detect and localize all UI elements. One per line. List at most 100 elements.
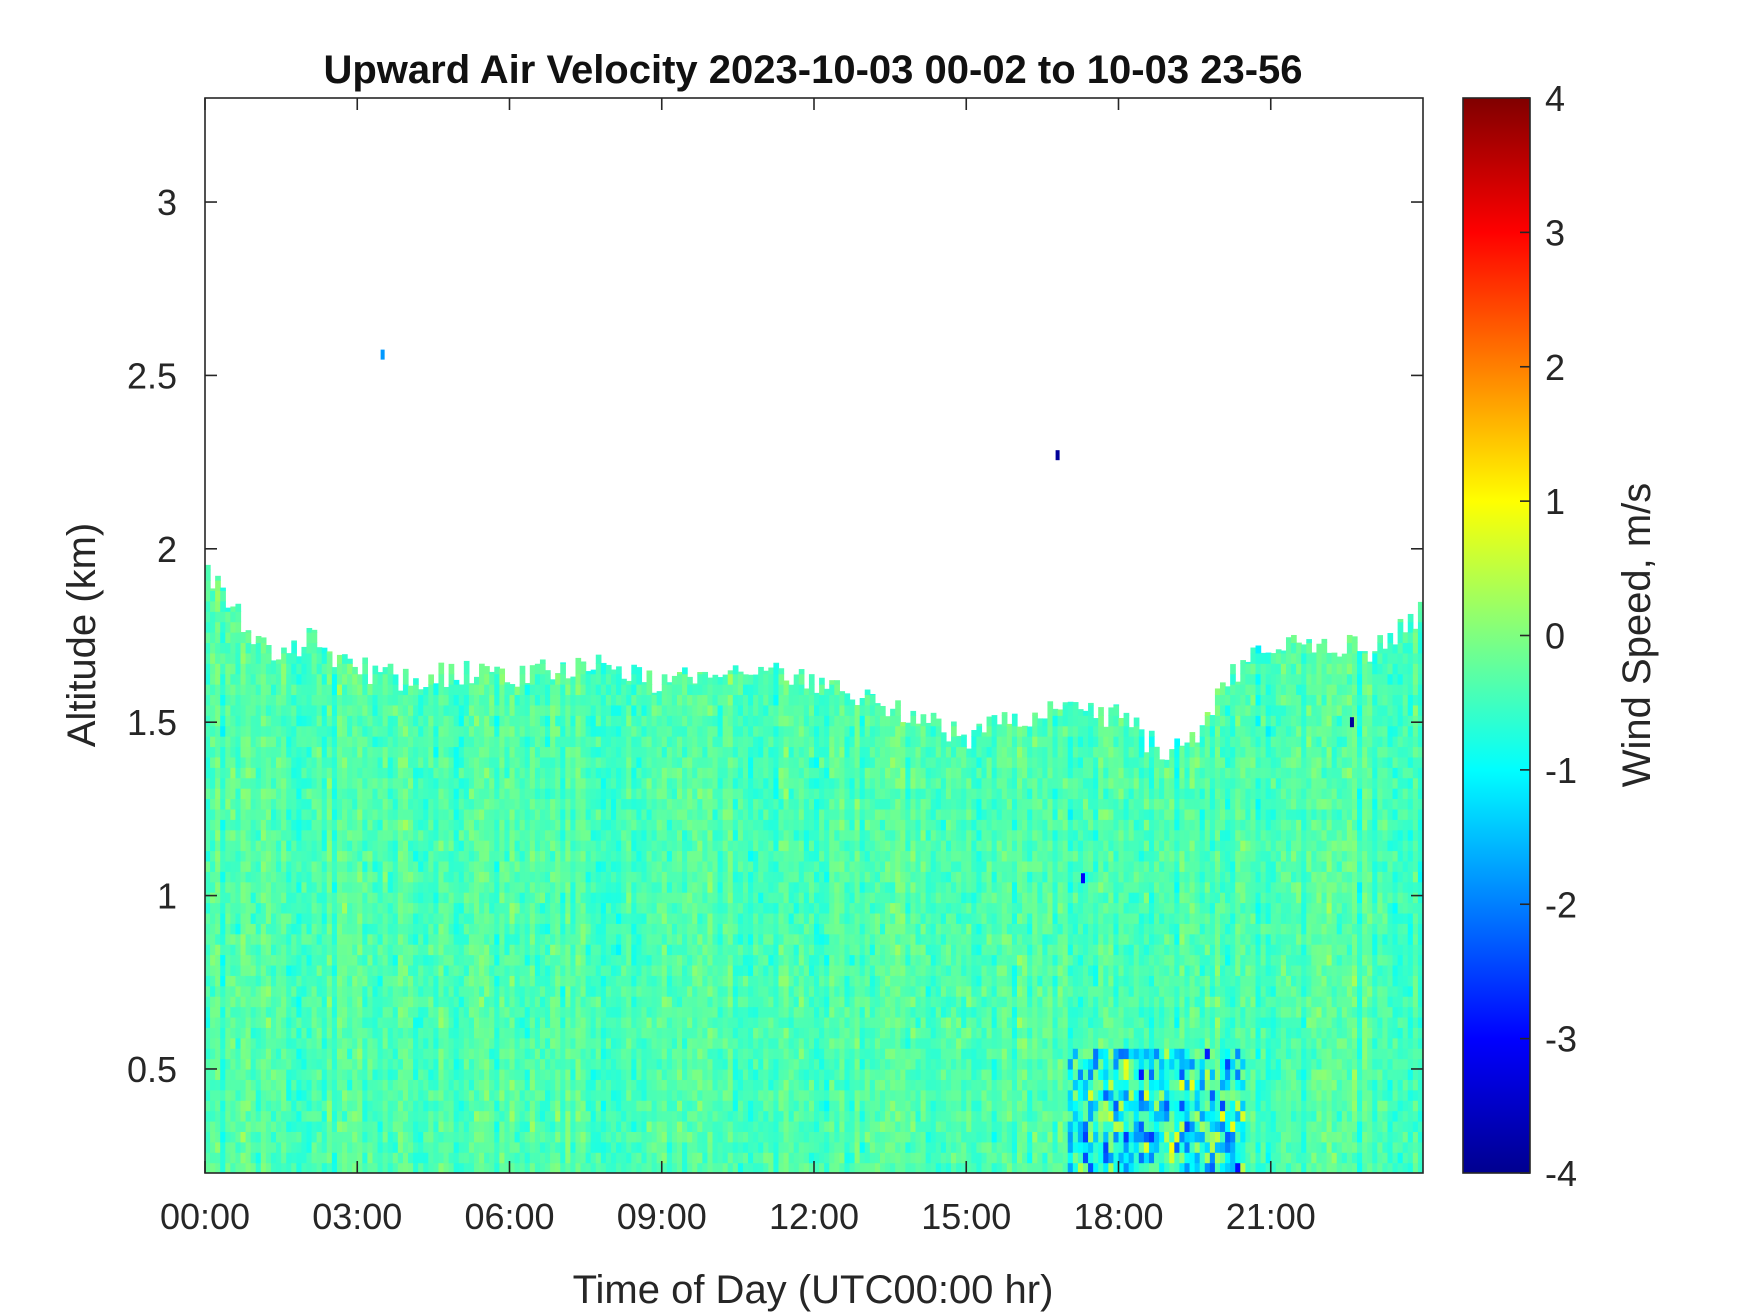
heatmap-cell: [276, 736, 282, 748]
heatmap-cell: [509, 798, 516, 810]
heatmap-cell: [494, 1048, 500, 1060]
heatmap-cell: [367, 1100, 374, 1112]
heatmap-cell: [600, 1110, 607, 1122]
heatmap-cell: [448, 684, 455, 696]
heatmap-cell: [712, 892, 719, 904]
heatmap-cell: [331, 1162, 338, 1173]
heatmap-cell: [402, 1068, 409, 1080]
heatmap-cell: [682, 788, 688, 800]
heatmap-cell: [489, 1048, 495, 1060]
heatmap-cell: [220, 632, 226, 644]
heatmap-cell: [697, 1079, 703, 1091]
heatmap-cell: [463, 808, 470, 820]
heatmap-cell: [616, 1131, 622, 1143]
heatmap-cell: [331, 892, 338, 904]
heatmap-cell: [448, 850, 455, 862]
heatmap-cell: [555, 819, 561, 831]
heatmap-cell: [428, 1152, 434, 1164]
heatmap-cell: [585, 996, 592, 1008]
heatmap-cell: [270, 1058, 277, 1070]
heatmap-cell: [255, 964, 262, 976]
heatmap-cell: [600, 704, 607, 716]
heatmap-cell: [697, 1058, 703, 1070]
heatmap-cell: [702, 684, 709, 696]
heatmap-cell: [590, 673, 597, 685]
heatmap-cell: [296, 1152, 303, 1164]
heatmap-cell: [646, 892, 653, 904]
heatmap-cell: [585, 871, 592, 883]
heatmap-cell: [245, 902, 252, 914]
heatmap-cell: [519, 1131, 526, 1143]
heatmap-cell: [245, 1110, 252, 1122]
heatmap-cell: [529, 1152, 536, 1164]
heatmap-cell: [382, 912, 389, 924]
heatmap-cell: [230, 975, 237, 987]
heatmap-cell: [215, 673, 221, 685]
heatmap-cell: [458, 1131, 465, 1143]
heatmap-cell: [230, 860, 237, 872]
heatmap-cell: [671, 944, 678, 956]
heatmap-cell: [524, 725, 531, 737]
heatmap-cell: [560, 1079, 566, 1091]
heatmap-cell: [291, 840, 297, 852]
heatmap-cell: [225, 840, 231, 852]
heatmap-cell: [570, 912, 577, 924]
heatmap-cell: [499, 736, 506, 748]
heatmap-cell: [468, 1110, 475, 1122]
heatmap-cell: [621, 736, 627, 748]
heatmap-cell: [453, 1016, 460, 1028]
heatmap-cell: [560, 808, 566, 820]
heatmap-cell: [570, 1141, 577, 1153]
heatmap-cell: [489, 819, 495, 831]
heatmap-cell: [418, 1079, 424, 1091]
heatmap-cell: [458, 777, 465, 789]
heatmap-cell: [291, 736, 297, 748]
heatmap-cell: [377, 704, 384, 716]
heatmap-cell: [626, 715, 632, 727]
heatmap-cell: [682, 860, 688, 872]
heatmap-cell: [605, 881, 612, 893]
heatmap-cell: [565, 715, 571, 727]
heatmap-cell: [631, 871, 637, 883]
heatmap-cell: [331, 1141, 338, 1153]
heatmap-cell: [215, 871, 221, 883]
heatmap-cell: [702, 1079, 709, 1091]
heatmap-cell: [377, 933, 384, 945]
heatmap-cell: [692, 777, 698, 789]
heatmap-cell: [210, 892, 216, 904]
heatmap-cell: [387, 715, 394, 727]
heatmap-cell: [707, 819, 714, 831]
heatmap-cell: [611, 964, 617, 976]
heatmap-cell: [235, 871, 242, 883]
heatmap-cell: [529, 964, 536, 976]
heatmap-cell: [265, 756, 272, 768]
heatmap-cell: [661, 923, 668, 935]
heatmap-cell: [220, 704, 226, 716]
heatmap-cell: [402, 1100, 409, 1112]
heatmap-cell: [296, 975, 303, 987]
heatmap-cell: [326, 1048, 333, 1060]
heatmap-cell: [463, 1131, 470, 1143]
heatmap-cell: [240, 1037, 247, 1049]
heatmap-cell: [326, 704, 333, 716]
heatmap-cell: [473, 777, 480, 789]
heatmap-cell: [448, 881, 455, 893]
heatmap-cell: [276, 1068, 282, 1080]
heatmap-cell: [666, 777, 673, 789]
heatmap-cell: [250, 850, 257, 862]
heatmap-cell: [560, 840, 566, 852]
heatmap-cell: [560, 746, 566, 758]
heatmap-cell: [600, 715, 607, 727]
heatmap-cell: [286, 715, 292, 727]
heatmap-cell: [641, 1006, 648, 1018]
heatmap-cell: [595, 1141, 602, 1153]
heatmap-cell: [413, 944, 419, 956]
heatmap-cell: [357, 912, 363, 924]
heatmap-cell: [301, 881, 308, 893]
heatmap-cell: [210, 777, 216, 789]
heatmap-cell: [306, 767, 313, 779]
heatmap-cell: [585, 798, 592, 810]
heatmap-cell: [311, 1141, 318, 1153]
heatmap-cell: [235, 642, 242, 654]
heatmap-cell: [494, 996, 500, 1008]
